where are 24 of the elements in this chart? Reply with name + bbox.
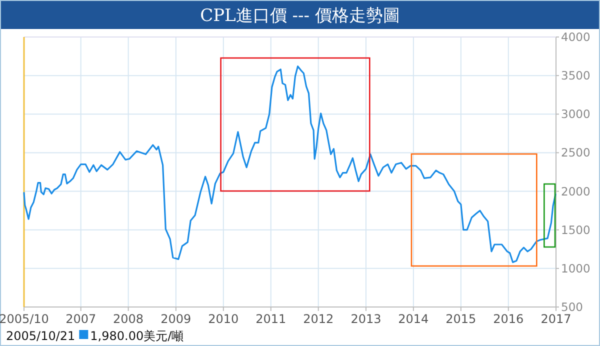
x-tick-label: 2013 xyxy=(350,312,382,326)
text: 1,980.00美元/噸 xyxy=(90,329,184,343)
x-tick-label: 2015 xyxy=(446,312,476,326)
x-tick-label: 2012 xyxy=(303,312,334,326)
x-tick-label: 2011 xyxy=(256,312,286,326)
y-tick-label: 4000 xyxy=(561,30,590,44)
chart-title: CPL進口價 --- 價格走勢圖 xyxy=(200,6,400,26)
y-tick-label: 2500 xyxy=(561,146,590,160)
x-tick-label: 2007 xyxy=(66,312,96,326)
y-tick-label: 3500 xyxy=(561,68,590,83)
line-series xyxy=(23,66,556,264)
x-tick-label: 2008 xyxy=(113,312,144,326)
y-tick-label: 2000 xyxy=(561,184,590,198)
y-tick-label: 500 xyxy=(561,300,583,314)
x-tick-label: 2016 xyxy=(493,312,524,326)
y-tick-label: 1000 xyxy=(561,261,590,276)
x-tick-label: 2005/10 xyxy=(0,312,49,326)
x-tick-label: 2009 xyxy=(160,312,192,326)
y-tick-label: 3000 xyxy=(561,107,590,122)
y-tick-label: 1500 xyxy=(561,222,590,237)
x-tick-label: 2010 xyxy=(208,312,239,326)
x-tick-label: 2017 xyxy=(540,312,572,326)
text: 2005/10/21 xyxy=(6,329,76,343)
x-tick-label: 2014 xyxy=(398,312,429,326)
